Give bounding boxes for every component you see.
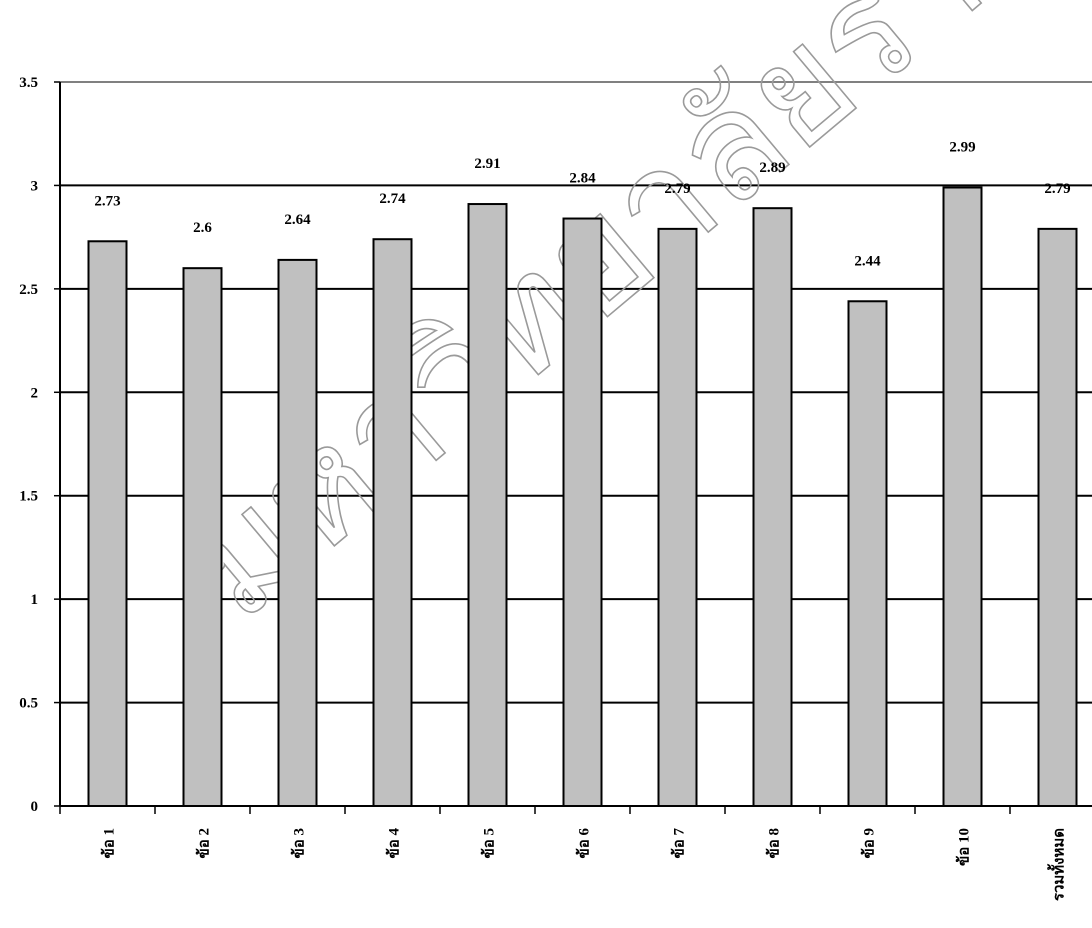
y-tick-label: 1 [31, 592, 39, 608]
data-label: 2.44 [854, 253, 881, 269]
bar [942, 186, 983, 808]
data-label: 2.91 [474, 156, 500, 172]
x-tick-label: ข้อ 1 [101, 828, 118, 859]
y-tick-label: 2.5 [19, 282, 38, 298]
data-label: 2.79 [664, 181, 690, 197]
x-tick-label: ข้อ 5 [481, 828, 498, 859]
bar [562, 217, 603, 808]
x-tick-label: รวมทั้งหมด [1047, 828, 1068, 901]
x-tick-label: ข้อ 6 [576, 828, 593, 859]
bar [182, 267, 223, 807]
axes: 0 0.5 1 1.5 2 2.5 3 3.5 ข้อ 1 ข้อ 2 ข้อ 3 ข้อ 4 ข้อ … [19, 75, 1092, 901]
y-tick-label: 3.5 [19, 75, 38, 91]
bar [372, 238, 413, 807]
y-tick-label: 1.5 [19, 489, 38, 505]
bar [87, 240, 128, 807]
data-label: 2.89 [759, 160, 785, 176]
bar [657, 227, 698, 807]
data-label: 2.74 [379, 191, 406, 207]
y-tick-label: 3 [31, 178, 39, 194]
data-label: 2.6 [193, 220, 212, 236]
x-tick-label: ข้อ 4 [386, 828, 403, 859]
data-label: 2.79 [1044, 181, 1070, 197]
data-label: 2.99 [949, 139, 975, 155]
data-label: 2.64 [284, 212, 311, 228]
bar [467, 203, 508, 807]
bar [752, 207, 793, 807]
bar [1037, 227, 1078, 807]
y-tick-label: 0 [31, 799, 39, 815]
x-tick-label: ข้อ 3 [291, 828, 308, 859]
x-tick-label: ข้อ 7 [671, 828, 688, 859]
x-tick-label: ข้อ 9 [861, 828, 878, 859]
data-label: 2.73 [94, 193, 120, 209]
x-tick-label: ข้อ 8 [766, 828, 783, 859]
bar [277, 258, 318, 807]
y-tick-label: 0.5 [19, 696, 38, 712]
x-tick-label: ข้อ 10 [956, 828, 973, 866]
x-tick-label: ข้อ 2 [196, 828, 213, 859]
data-label: 2.84 [569, 171, 596, 187]
bar [847, 300, 888, 807]
data-labels: 2.73 2.6 2.64 2.74 2.91 2.84 2.79 2.89 2.44 2.99 2… [94, 139, 1070, 269]
y-tick-label: 2 [31, 385, 39, 401]
